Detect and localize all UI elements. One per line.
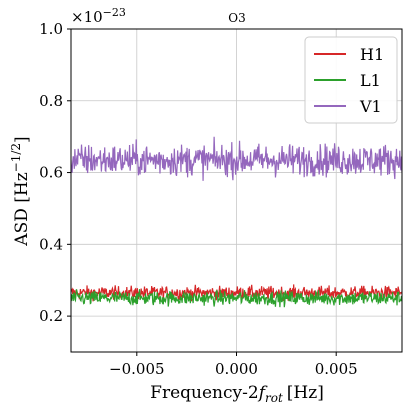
x-label-f: f (257, 383, 268, 403)
legend-label-l1: L1 (360, 71, 381, 90)
legend: H1 L1 V1 (304, 36, 398, 124)
y-tick-label: 0.4 (39, 235, 63, 253)
y-multiplier-exponent: −23 (103, 6, 126, 19)
y-label-superscript: −1/2 (9, 143, 23, 172)
y-label-close: ] (12, 136, 32, 143)
x-label-unit: [Hz] (287, 383, 324, 403)
y-tick-label: 1.0 (39, 20, 63, 38)
y-axis-multiplier: ×10−23 (71, 6, 126, 26)
series-layer (71, 136, 402, 308)
x-label-subscript: rot (265, 391, 283, 405)
series-line-v1 (71, 136, 402, 181)
legend-label-v1: V1 (359, 97, 382, 116)
y-axis-label: ASD [Hz−1/2] (9, 136, 32, 246)
axis-ticks: −0.005 0.000 0.005 0.2 0.4 0.6 0.8 1.0 (39, 20, 358, 378)
legend-box (304, 36, 398, 124)
x-label-main: Frequency-2 (150, 383, 259, 403)
y-tick-label: 0.2 (39, 307, 63, 325)
legend-label-h1: H1 (360, 45, 384, 64)
y-tick-label: 0.8 (39, 92, 63, 110)
y-label-main: ASD [Hz (12, 172, 32, 246)
x-axis-label: Frequency-2frot [Hz] (150, 383, 324, 405)
x-tick-label: −0.005 (109, 360, 165, 378)
y-tick-label: 0.6 (39, 164, 63, 182)
y-multiplier-base: ×10 (71, 8, 103, 26)
x-tick-label: 0.000 (215, 360, 258, 378)
x-tick-label: 0.005 (315, 360, 358, 378)
chart-title: O3 (228, 11, 245, 25)
series-line-l1 (71, 289, 402, 308)
